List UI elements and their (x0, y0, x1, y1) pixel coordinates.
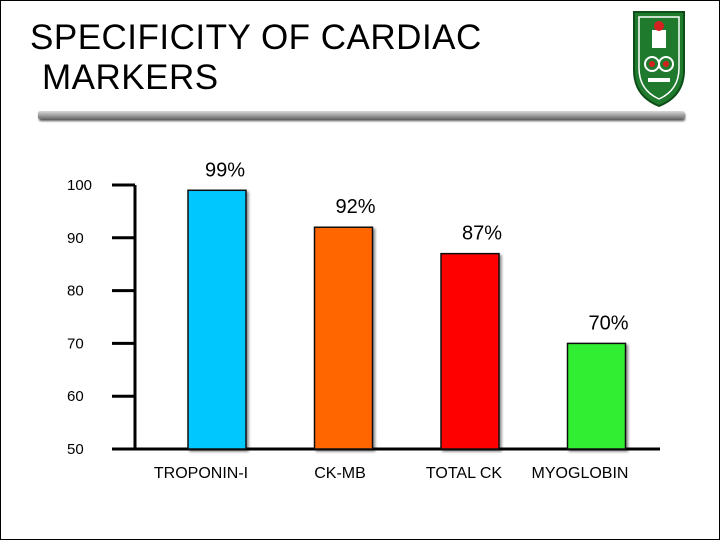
bar-myoglobin (566, 342, 627, 450)
category-label: TOTAL CK (426, 465, 502, 482)
y-tick-label: 100 (67, 177, 92, 194)
y-tick-label: 80 (67, 283, 84, 300)
title-divider (38, 111, 684, 119)
category-label: MYOGLOBIN (532, 465, 629, 482)
y-tick-label: 70 (67, 335, 84, 352)
title-line-2: MARKERS (42, 58, 219, 97)
title-line-1: SPECIFICITY OF CARDIAC (30, 18, 482, 57)
y-tick-label: 90 (67, 230, 84, 247)
bar-total-ck (440, 252, 500, 450)
category-label: TROPONIN-I (154, 465, 248, 482)
university-crest-icon (633, 11, 685, 108)
y-tick-label: 60 (67, 388, 84, 405)
slide-title: SPECIFICITY OF CARDIAC MARKERS (30, 18, 590, 98)
data-label-ck-mb: 92% (335, 196, 375, 218)
data-label-total-ck: 87% (462, 223, 502, 245)
bar-ck-mb (313, 226, 374, 450)
bar-troponin-i (187, 189, 247, 450)
data-label-troponin-i: 99% (205, 159, 245, 181)
y-tick-label: 50 (67, 441, 84, 458)
category-label: CK-MB (314, 465, 366, 482)
data-label-myoglobin: 70% (588, 312, 628, 334)
